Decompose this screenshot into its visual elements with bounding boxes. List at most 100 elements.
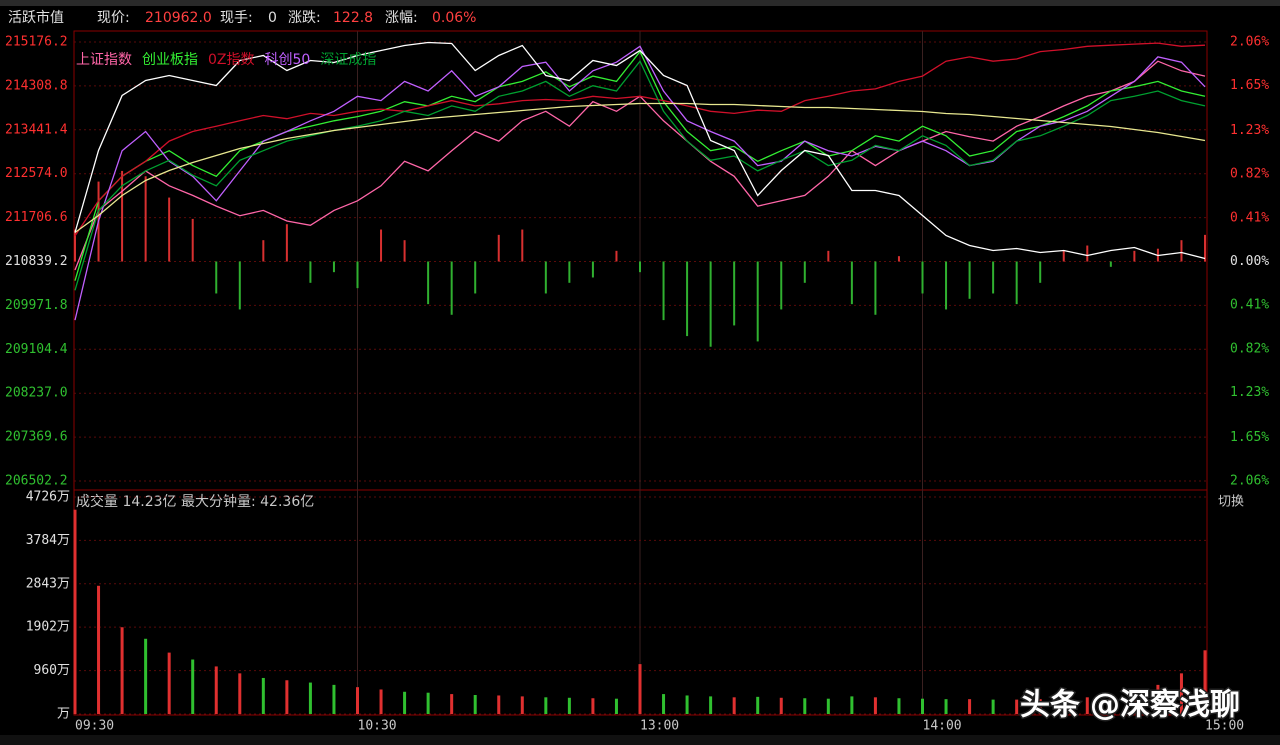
breadth-bar bbox=[850, 261, 853, 305]
series-line bbox=[74, 41, 1206, 260]
breadth-bar bbox=[1062, 250, 1065, 262]
y2-tick-label: 0.41% bbox=[1230, 298, 1269, 313]
volume-bar bbox=[732, 697, 736, 714]
volume-bar bbox=[826, 698, 830, 714]
y-tick-label: 206502.2 bbox=[5, 474, 68, 489]
breadth-bar bbox=[521, 229, 524, 262]
watermark: 头条 @深察浅聊 bbox=[1019, 686, 1242, 724]
breadth-bar bbox=[992, 261, 995, 294]
volume-bar bbox=[1085, 697, 1089, 714]
y-tick-label: 207369.6 bbox=[5, 430, 68, 445]
pct: 0.06% bbox=[432, 10, 476, 26]
pct-label: 涨幅: bbox=[385, 10, 418, 26]
y2-tick-label: 2.06% bbox=[1230, 35, 1269, 50]
breadth-bar bbox=[121, 170, 124, 262]
breadth-bar bbox=[356, 261, 359, 289]
breadth-bar bbox=[74, 229, 76, 262]
volume-bar bbox=[379, 689, 383, 714]
volume-bar bbox=[120, 627, 124, 714]
breadth-bar bbox=[262, 240, 265, 262]
breadth-bar bbox=[568, 261, 571, 283]
y2-tick-label: 1.23% bbox=[1230, 385, 1269, 400]
x-tick-label: 13:00 bbox=[640, 719, 679, 734]
breadth-bar bbox=[709, 261, 712, 347]
status-strip bbox=[0, 735, 1280, 745]
breadth-bar bbox=[803, 261, 806, 283]
breadth-bar bbox=[1086, 245, 1089, 262]
legend-item: 创业板指 bbox=[142, 52, 198, 68]
breadth-bar bbox=[662, 261, 665, 321]
breadth-bar bbox=[427, 261, 430, 305]
x-tick-label: 09:30 bbox=[75, 719, 114, 734]
volume-bar bbox=[497, 695, 501, 714]
volume-bar bbox=[873, 697, 877, 714]
volume-bar bbox=[261, 677, 265, 714]
series-line bbox=[74, 59, 1206, 291]
volume-bar bbox=[73, 509, 77, 714]
breadth-bar bbox=[191, 218, 194, 262]
volume-bar bbox=[520, 696, 524, 714]
breadth-bar bbox=[215, 261, 218, 294]
volume-bar bbox=[756, 696, 760, 714]
y2-tick-label: 1.23% bbox=[1230, 123, 1269, 138]
breadth-bar bbox=[1039, 261, 1042, 283]
volume-bar bbox=[968, 699, 972, 714]
breadth-bar bbox=[780, 261, 783, 310]
breadth-bar bbox=[144, 176, 147, 262]
breadth-bar bbox=[897, 256, 900, 262]
breadth-bar bbox=[921, 261, 924, 294]
hand-label: 现手: bbox=[220, 10, 253, 26]
volume-bar bbox=[473, 695, 477, 714]
volume-bar bbox=[709, 696, 713, 714]
volume-bar bbox=[1038, 699, 1042, 714]
volume-bar bbox=[144, 638, 148, 714]
y-tick-label: 212574.0 bbox=[5, 166, 68, 181]
legend-item: 0Z指数 bbox=[208, 52, 255, 68]
breadth-bar bbox=[591, 261, 594, 278]
breadth-bar bbox=[1015, 261, 1018, 305]
breadth-bar bbox=[450, 261, 453, 315]
watermark-author: @深察浅聊 bbox=[1090, 688, 1240, 723]
legend-item: 深证成指 bbox=[320, 52, 376, 68]
breadth-bar bbox=[544, 261, 547, 294]
volume-bar bbox=[450, 694, 454, 714]
series-line bbox=[74, 42, 1206, 237]
volume-bar bbox=[191, 659, 195, 714]
breadth-bar bbox=[733, 261, 736, 326]
volume-bar bbox=[1015, 699, 1019, 714]
breadth-bar bbox=[474, 261, 477, 294]
breadth-bar bbox=[615, 250, 618, 262]
volume-bar bbox=[991, 699, 995, 714]
breadth-bar bbox=[1133, 250, 1136, 262]
y-tick-label: 209104.4 bbox=[5, 342, 68, 357]
y-tick-label: 209971.8 bbox=[5, 298, 68, 313]
y2-tick-label: 0.82% bbox=[1230, 341, 1269, 356]
panel-title: 活跃市值 bbox=[8, 9, 64, 26]
switch-button[interactable]: 切换 bbox=[1218, 495, 1244, 510]
watermark-source: 头条 bbox=[1020, 688, 1080, 723]
volume-bar bbox=[544, 697, 548, 714]
volume-bar bbox=[944, 699, 948, 714]
volume-bar bbox=[308, 682, 312, 714]
volume-bar bbox=[638, 664, 642, 714]
breadth-bar bbox=[497, 234, 500, 262]
breadth-bar bbox=[639, 261, 641, 273]
volume-bar bbox=[614, 698, 618, 714]
breadth-bar bbox=[968, 261, 971, 299]
breadth-bar bbox=[332, 261, 335, 273]
breadth-bar bbox=[756, 261, 759, 342]
volume-bar bbox=[662, 694, 666, 714]
x-tick-label: 15:00 bbox=[1205, 719, 1244, 734]
change: 122.8 bbox=[333, 10, 373, 26]
volume-title: 成交量 14.23亿 最大分钟量: 42.36亿 bbox=[76, 493, 314, 510]
y-tick-label: 210839.2 bbox=[5, 254, 68, 269]
legend-item: 科创50 bbox=[265, 52, 311, 68]
change-label: 涨跌: bbox=[288, 10, 321, 26]
volume-bar bbox=[426, 692, 430, 714]
volume-bar bbox=[238, 673, 242, 714]
y2-tick-label: 2.06% bbox=[1230, 474, 1269, 489]
volume-bar bbox=[685, 695, 689, 714]
x-tick-label: 14:00 bbox=[923, 719, 962, 734]
breadth-bar bbox=[403, 240, 406, 262]
y-tick-label: 208237.0 bbox=[5, 386, 68, 401]
